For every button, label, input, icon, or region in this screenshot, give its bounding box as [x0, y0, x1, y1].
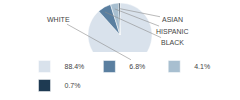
svg-text:4.1%: 4.1% — [194, 63, 210, 70]
svg-text:0.7%: 0.7% — [65, 82, 81, 89]
svg-text:BLACK: BLACK — [161, 39, 184, 46]
svg-text:6.8%: 6.8% — [129, 63, 145, 70]
svg-text:ASIAN: ASIAN — [162, 16, 183, 23]
svg-text:HISPANIC: HISPANIC — [156, 28, 189, 35]
svg-text:88.4%: 88.4% — [65, 63, 85, 70]
svg-text:WHITE: WHITE — [47, 16, 70, 23]
